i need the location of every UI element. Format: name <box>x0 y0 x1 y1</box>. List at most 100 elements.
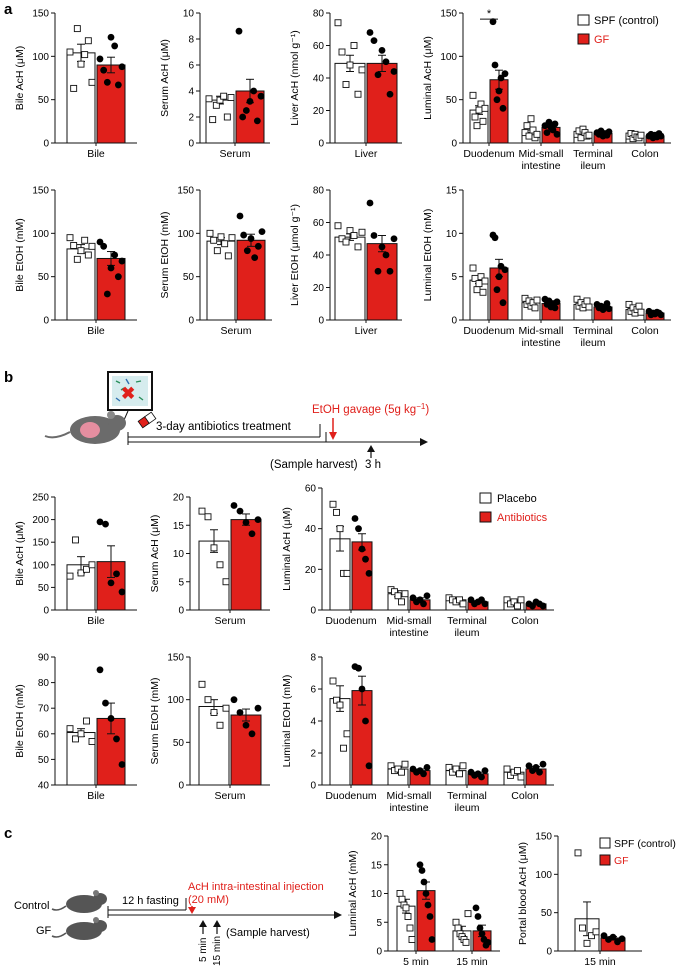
treated-point <box>474 913 482 920</box>
y-axis-label: Liver EtOH (μmol g⁻¹) <box>289 204 301 306</box>
treated-point <box>257 92 265 100</box>
treated-point <box>491 61 499 69</box>
control-bar <box>198 705 230 786</box>
treated-bar <box>236 239 266 321</box>
control-point <box>70 242 78 249</box>
treated-point <box>495 273 503 281</box>
y-tick-label: 40 <box>313 251 325 262</box>
control-point <box>221 240 229 248</box>
bacteria-mark <box>120 387 125 391</box>
y-tick-label: 8 <box>188 35 194 46</box>
y-tick-label: 4 <box>310 717 316 728</box>
x-tick-label: Terminal <box>573 148 613 160</box>
t15-label: 15 min <box>212 936 223 966</box>
y-tick-label: 50 <box>173 738 185 749</box>
x-tick-label: intestine <box>389 802 428 814</box>
treated-point <box>484 938 492 946</box>
treated-point <box>370 37 378 45</box>
control-point <box>77 247 85 255</box>
control-point <box>398 895 406 903</box>
treated-point <box>107 264 115 272</box>
treated-point <box>424 901 432 909</box>
y-tick-label: 60 <box>305 484 317 495</box>
control-point <box>401 760 409 768</box>
y-tick-label: 50 <box>183 272 195 283</box>
y-tick-label: 0 <box>178 781 184 792</box>
panel-label-b: b <box>4 369 13 386</box>
y-axis-label: Liver AcH (nmol g⁻¹) <box>289 30 301 125</box>
treated-point <box>113 735 120 743</box>
y-tick-label: 80 <box>313 9 325 20</box>
bacteria-mark <box>115 397 121 402</box>
treated-point <box>242 519 250 526</box>
control-point <box>408 936 416 943</box>
cross-icon: ✖ <box>121 384 135 403</box>
treated-point <box>254 704 262 712</box>
treated-point <box>111 42 119 50</box>
treated-point <box>416 861 424 869</box>
control-point <box>396 890 404 897</box>
treated-point <box>236 212 244 220</box>
x-tick-label: ileum <box>580 337 605 349</box>
control-point <box>533 130 541 138</box>
control-point <box>222 704 230 712</box>
control-point <box>342 81 350 88</box>
control-point <box>216 721 224 729</box>
y-tick-label: 50 <box>38 755 50 766</box>
panel-label-c: c <box>4 825 12 842</box>
treated-point <box>240 231 248 239</box>
control-point <box>83 717 90 725</box>
treated-point <box>420 600 427 608</box>
treated-point <box>230 502 238 509</box>
treatment-label: 3-day antibiotics treatment <box>156 421 292 433</box>
significance-star: * <box>487 8 492 20</box>
legend-c-control-swatch <box>599 837 611 849</box>
control-point <box>445 763 453 771</box>
y-axis-label: Bile AcH (μM) <box>14 521 26 585</box>
control-point <box>510 598 518 606</box>
control-point <box>625 300 633 308</box>
y-tick-label: 100 <box>177 229 194 240</box>
injection-label-2: (20 mM) <box>188 894 229 906</box>
y-tick-label: 10 <box>446 229 458 240</box>
treated-point <box>657 311 665 319</box>
legend-c: SPF (control) GF <box>599 837 676 867</box>
y-tick-label: 80 <box>313 186 325 197</box>
harvest-label: (Sample harvest) <box>270 459 358 471</box>
treated-point <box>355 664 362 672</box>
control-point <box>464 910 472 918</box>
treated-point <box>497 74 505 82</box>
control-point <box>469 264 477 272</box>
control-point <box>477 100 485 108</box>
treated-point <box>236 709 244 716</box>
control-mouse-icon <box>51 890 107 913</box>
y-axis-label: Serum EtOH (mM) <box>159 212 171 299</box>
y-tick-label: 90 <box>38 653 50 664</box>
y-tick-label: 10 <box>371 889 383 900</box>
treated-point <box>499 104 507 112</box>
y-tick-label: 5 <box>178 577 184 588</box>
treated-point <box>536 768 543 776</box>
chart-a3: 0 20 40 60 80 Liver AcH (nmol g⁻¹) Liver <box>289 9 402 160</box>
y-axis-label: Serum AcH (μM) <box>159 39 171 117</box>
monitor-link <box>123 410 129 421</box>
schematic-b: ✖ 3-day antibiotics treatment EtOH gavag… <box>44 371 429 471</box>
y-tick-label: 50 <box>446 95 458 106</box>
control-point <box>350 232 358 239</box>
legend-a-treated-label: GF <box>594 34 610 46</box>
bacteria-mark <box>115 380 121 384</box>
treated-point <box>370 232 378 239</box>
control-point <box>73 255 81 263</box>
treated-point <box>358 545 366 553</box>
treated-point <box>390 235 398 243</box>
control-point <box>222 578 230 586</box>
control-point <box>469 91 477 99</box>
y-tick-label: 5 <box>376 918 382 929</box>
bacteria-mark <box>125 378 130 385</box>
treated-point <box>374 71 382 79</box>
y-tick-label: 100 <box>167 695 184 706</box>
treated-bar <box>96 64 126 144</box>
treated-point <box>539 602 547 610</box>
treated-point <box>493 96 501 104</box>
treated-point <box>549 126 557 134</box>
